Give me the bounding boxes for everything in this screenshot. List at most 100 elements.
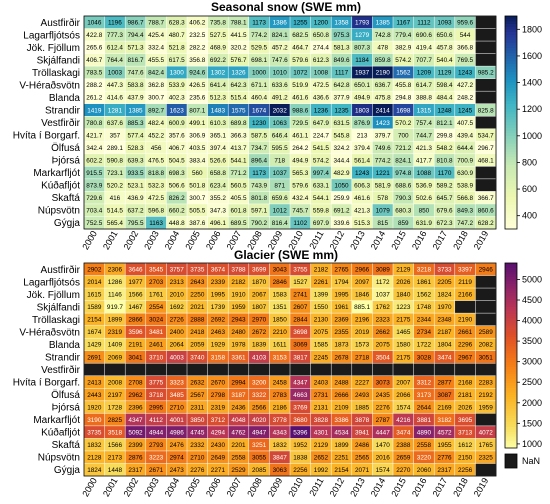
cell-value-label: 1300 (170, 70, 185, 77)
heatmap-cell (269, 375, 291, 389)
cell-value-label: 574.2 (313, 157, 329, 164)
heatmap-cell (125, 116, 147, 130)
cell-value-label: 1929 (211, 342, 226, 349)
heatmap-cell (475, 28, 497, 42)
heatmap-cell (104, 178, 126, 192)
heatmap-cell (84, 78, 105, 92)
cell-value-label: 406.7 (86, 57, 102, 64)
heatmap-cell (104, 338, 126, 352)
cell-value-label: 707.7 (416, 57, 432, 64)
colorbar-segment (505, 429, 517, 433)
cell-value-label: 2974 (170, 455, 185, 462)
heatmap-cell (393, 263, 414, 276)
cell-value-label: 288.2 (86, 82, 102, 89)
cell-value-label: 3063 (273, 467, 288, 474)
colorbar-segment (505, 42, 517, 46)
heatmap-cell (413, 450, 435, 464)
heatmap-cell (475, 178, 497, 192)
heatmap-cell (269, 438, 291, 452)
cell-value-label: 464.7 (292, 45, 308, 52)
heatmap-cell (125, 16, 147, 29)
cell-value-label: 3024 (149, 317, 164, 324)
cell-value-label: 859.8 (375, 57, 391, 64)
heatmap-cell (145, 16, 167, 29)
heatmap-cell (290, 463, 311, 477)
row-label: Þjórsá (52, 156, 81, 167)
cell-value-label: 2276 (376, 404, 391, 411)
cell-value-label: 2461 (149, 342, 164, 349)
heatmap-cell (104, 116, 126, 130)
cell-value-label: 574.2 (395, 57, 411, 64)
heatmap-cell (331, 41, 353, 54)
cell-value-label: 2692 (211, 317, 226, 324)
heatmap-cell (84, 363, 105, 377)
cell-value-label: 660.2 (169, 208, 185, 215)
heatmap-cell (166, 313, 188, 326)
cell-value-label: 3182 (437, 417, 452, 424)
colorbar-segment (505, 215, 517, 219)
heatmap-cell (269, 78, 291, 92)
heatmap-cell (187, 363, 208, 377)
heatmap-cell (269, 116, 291, 130)
cell-value-label: 735.8 (210, 20, 226, 27)
heatmap-cell (475, 141, 497, 155)
heatmap-cell (331, 78, 353, 92)
heatmap-cell (248, 153, 270, 167)
heatmap-cell (372, 153, 394, 167)
cell-value-label: 4343 (273, 429, 288, 436)
heatmap-cell (166, 91, 188, 105)
cell-value-label: 703.4 (86, 208, 102, 215)
heatmap-cell (125, 288, 147, 301)
heatmap-cell (269, 128, 291, 142)
cell-value-label: 3485 (170, 392, 185, 399)
cell-value-label: 2652 (314, 455, 329, 462)
cell-value-label: 2765 (334, 267, 349, 274)
cell-value-label: 1230 (252, 120, 267, 127)
colorbar-segment (505, 53, 517, 57)
cell-value-label: 2317 (437, 467, 452, 474)
cell-value-label: 528.3 (128, 145, 144, 152)
colorbar-segment (505, 293, 517, 296)
cell-value-label: 1575 (231, 107, 246, 114)
heatmap-cell (187, 91, 208, 105)
cell-value-label: 3778 (273, 417, 288, 424)
colorbar-segment (505, 311, 517, 315)
colorbar-segment (505, 127, 517, 131)
cell-value-label: 2319 (211, 404, 226, 411)
colorbar-segment (505, 263, 517, 266)
cell-value-label: 1351 (273, 304, 288, 311)
heatmap-cell (125, 141, 147, 155)
column-label: 2017 (431, 476, 450, 498)
cell-value-label: 532.3 (148, 182, 164, 189)
cell-value-label: 559.8 (313, 208, 329, 215)
cell-value-label: 2059 (190, 342, 205, 349)
colorbar-frame (504, 262, 518, 449)
colorbar-segment (505, 165, 517, 169)
heatmap-cell (84, 425, 105, 439)
cell-value-label: 2844 (293, 317, 308, 324)
colorbar-segment (505, 376, 517, 380)
heatmap-cell (145, 116, 167, 130)
heatmap-cell (434, 350, 456, 364)
heatmap-cell (331, 338, 353, 352)
cell-value-label: 512.3 (210, 95, 226, 102)
colorbar-segment (505, 300, 517, 303)
heatmap-cell (454, 191, 476, 205)
cell-value-label: 1574 (376, 467, 391, 474)
heatmap-cell (290, 103, 311, 117)
heatmap-cell (434, 313, 456, 326)
heatmap-cell (84, 263, 105, 276)
heatmap-cell (187, 463, 208, 477)
column-label: 2015 (389, 229, 408, 251)
heatmap-cell (145, 375, 167, 389)
cell-value-label: 2060 (417, 467, 432, 474)
colorbar-segment (505, 90, 517, 94)
column-label: 2007 (225, 476, 244, 498)
colorbar-segment (505, 66, 517, 70)
cell-value-label: 3481 (149, 329, 164, 336)
colorbar-segment (505, 98, 517, 102)
heatmap-cell (248, 66, 270, 79)
colorbar-segment (505, 130, 517, 134)
colorbar-segment (505, 133, 517, 137)
cell-value-label: 2306 (108, 267, 123, 274)
